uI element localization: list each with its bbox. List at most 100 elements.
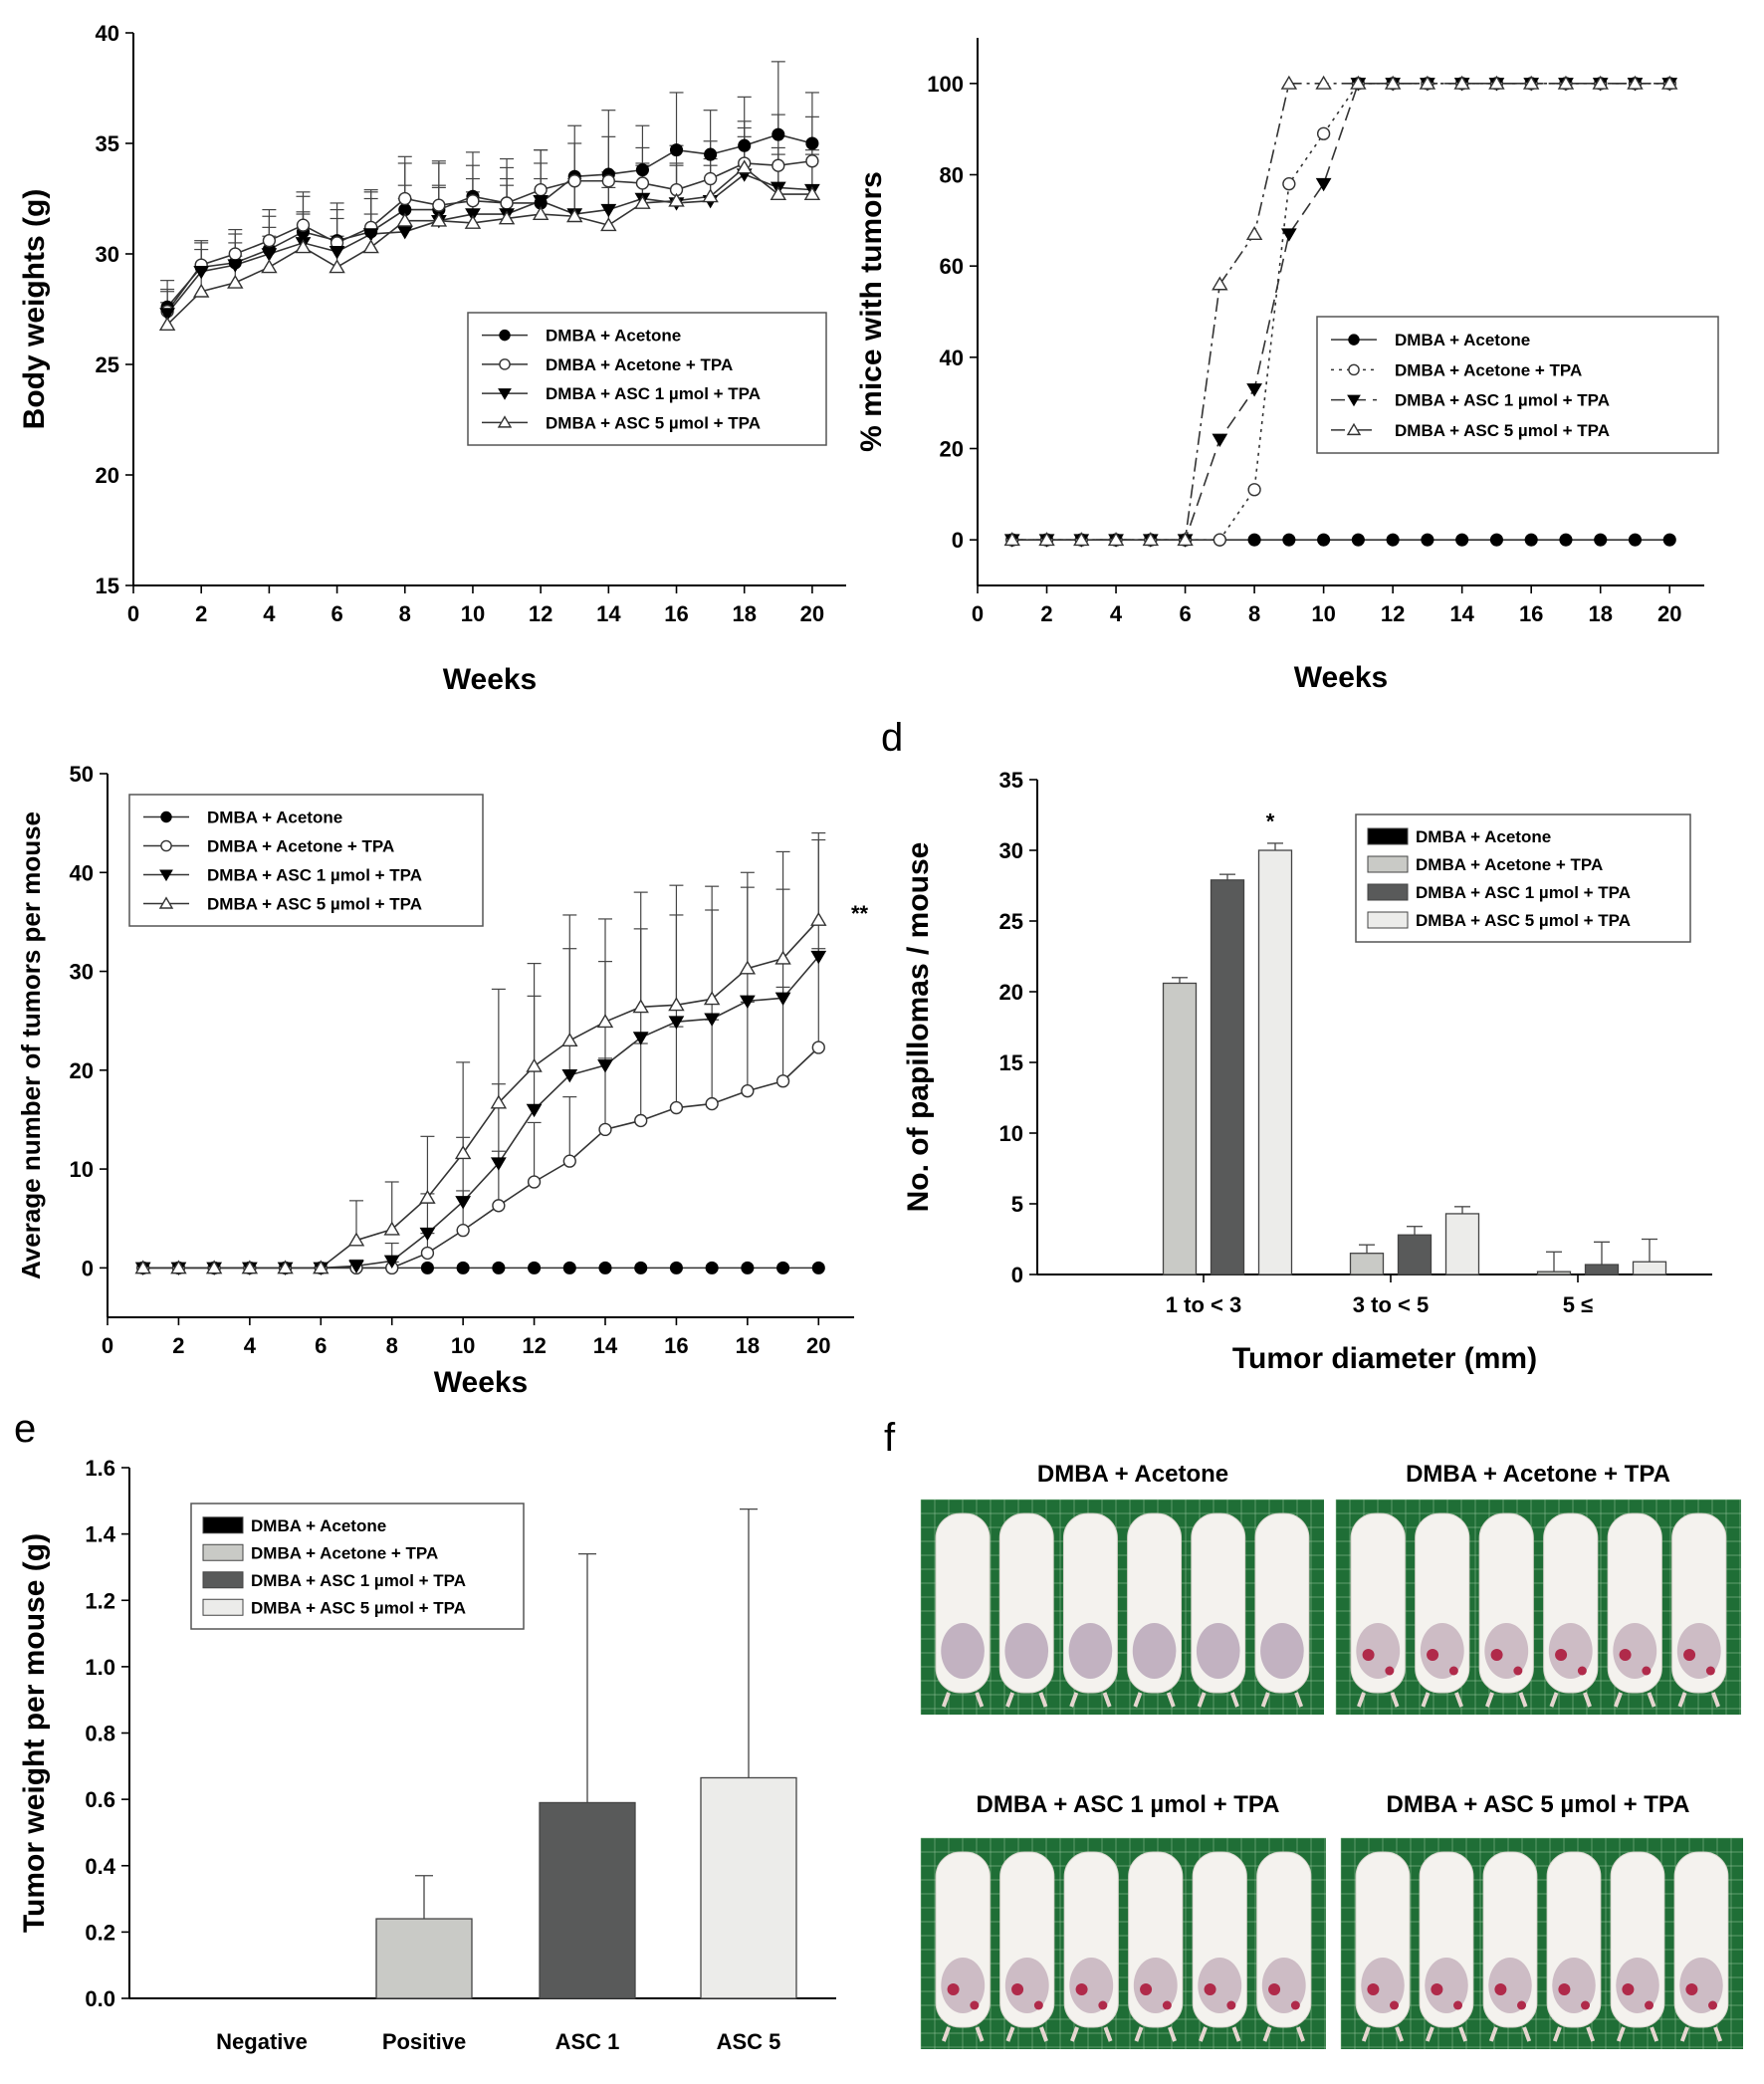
mouse-leg — [1102, 1692, 1112, 1708]
photo-caption: DMBA + ASC 5 µmol + TPA — [1387, 1791, 1690, 1818]
x-tick-label: 20 — [1657, 601, 1681, 626]
category-label: Positive — [382, 2029, 466, 2054]
y-tick-label: 20 — [940, 437, 964, 462]
mouse-leg — [1586, 2026, 1596, 2042]
x-axis-title: Weeks — [1294, 661, 1389, 694]
legend-label: DMBA + Acetone — [207, 809, 342, 827]
data-point — [669, 143, 684, 157]
mouse-shaved-back — [1196, 1623, 1240, 1679]
mouse-shaved-back — [1676, 1623, 1721, 1679]
mouse-leg — [1134, 2026, 1144, 2042]
mouse-shaved-back — [1613, 1623, 1657, 1679]
mouse-shaved-back — [1004, 1623, 1049, 1679]
data-point — [1212, 433, 1228, 447]
data-point — [1282, 177, 1296, 191]
data-point — [313, 1260, 330, 1274]
mouse-leg — [1425, 2026, 1434, 2042]
legend-label: DMBA + ASC 5 µmol + TPA — [251, 1598, 466, 1617]
data-point — [741, 1261, 755, 1274]
data-point — [632, 1032, 649, 1045]
mouse-leg — [1005, 2026, 1015, 2042]
data-point — [464, 214, 482, 229]
data-point — [526, 1103, 543, 1118]
x-tick-label: 6 — [1179, 601, 1191, 626]
data-point — [668, 1016, 685, 1030]
bar — [700, 1776, 797, 1999]
data-point — [465, 208, 481, 222]
papilloma — [1226, 2000, 1236, 2010]
data-point — [205, 1260, 223, 1274]
data-point — [419, 1189, 436, 1204]
papilloma — [1075, 1983, 1088, 1995]
x-tick-label: 0 — [972, 601, 984, 626]
y-tick-label: 10 — [70, 1157, 94, 1182]
y-axis-title: No. of papillomas / mouse — [902, 842, 935, 1213]
y-tick-label: 20 — [96, 463, 119, 488]
mouse-leg — [1294, 1692, 1304, 1708]
data-point — [1559, 533, 1573, 547]
data-point — [634, 194, 651, 209]
data-point — [1213, 533, 1226, 547]
data-point — [192, 283, 210, 298]
mouse-photo — [920, 1499, 1324, 1715]
data-point — [490, 1094, 508, 1109]
y-tick-label: 0.0 — [85, 1986, 115, 2011]
data-point — [774, 992, 791, 1006]
data-point — [383, 1255, 400, 1270]
papilloma — [1705, 1666, 1715, 1676]
legend-swatch — [1367, 911, 1409, 929]
legend-swatch — [202, 1598, 244, 1616]
category-label: ASC 1 — [555, 2029, 620, 2054]
papilloma — [1385, 1666, 1395, 1676]
y-axis-title: Average number of tumors per mouse — [16, 811, 46, 1279]
data-point — [1557, 75, 1575, 90]
data-point — [241, 1260, 259, 1274]
mouse-shaved-back — [1616, 1958, 1659, 2013]
data-point — [601, 174, 615, 188]
papilloma — [1642, 1666, 1652, 1676]
y-tick-label: 1.0 — [85, 1655, 115, 1680]
photo-caption: DMBA + Acetone — [1037, 1461, 1228, 1488]
data-point — [632, 999, 649, 1014]
data-point — [262, 234, 277, 248]
mouse-shaved-back — [1420, 1623, 1464, 1679]
data-point — [492, 1261, 506, 1274]
data-point — [1247, 483, 1261, 497]
data-point — [420, 1246, 435, 1261]
papilloma — [1622, 1983, 1635, 1995]
data-point — [134, 1260, 151, 1274]
data-point — [383, 1221, 400, 1236]
mouse-shaved-back — [1004, 1958, 1049, 2013]
papilloma — [1494, 1983, 1507, 1995]
panel-c: 0 2 4 6 8 10 12 14 16 18 20 0 10 20 30 40 50 Weeks Average… — [16, 762, 869, 1399]
y-tick-label: 30 — [999, 838, 1023, 863]
y-tick-label: 40 — [96, 21, 119, 46]
papilloma — [970, 2000, 980, 2010]
data-point — [1662, 533, 1676, 547]
legend-marker — [499, 358, 511, 370]
mouse-shaved-back — [1361, 1958, 1405, 2013]
legend-label: DMBA + ASC 5 µmol + TPA — [207, 895, 422, 914]
mouse-leg — [1458, 2026, 1468, 2042]
data-point — [741, 1084, 755, 1098]
series-line — [142, 919, 819, 1270]
y-tick-label: 50 — [70, 762, 94, 787]
legend-label: DMBA + ASC 1 µmol + TPA — [1416, 883, 1631, 902]
mouse-leg — [1677, 1692, 1687, 1708]
data-point — [634, 1261, 648, 1274]
data-point — [1317, 533, 1331, 547]
panel-letter: e — [14, 1407, 36, 1451]
series-line — [1011, 83, 1670, 541]
x-tick-label: 18 — [1588, 601, 1612, 626]
papilloma — [1427, 1649, 1439, 1661]
x-tick-label: 14 — [596, 601, 621, 626]
significance-marker: ** — [851, 901, 869, 926]
y-tick-label: 1.4 — [85, 1522, 115, 1547]
mouse-shaved-back — [1260, 1623, 1304, 1679]
y-tick-label: 100 — [927, 72, 964, 97]
papilloma — [1268, 1983, 1281, 1995]
mouse-leg — [1485, 1692, 1494, 1708]
data-point — [803, 186, 821, 201]
mouse-leg — [1005, 1692, 1015, 1708]
data-point — [533, 194, 550, 209]
